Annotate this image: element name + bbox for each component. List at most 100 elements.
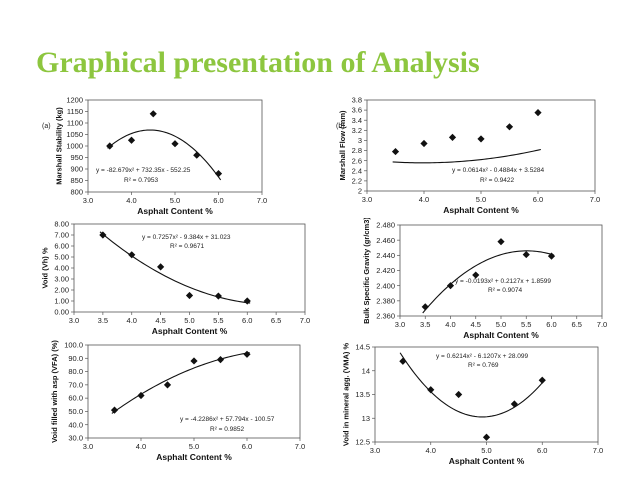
x-axis-label: Asphalt Content % (443, 205, 519, 215)
data-point (190, 357, 198, 365)
data-point (216, 356, 225, 364)
x-tick-label: 5.5 (521, 320, 531, 329)
y-tick-label: 950 (70, 153, 83, 162)
panel-label: (a) (42, 123, 51, 130)
data-point (149, 110, 157, 118)
y-tick-label: 80.0 (68, 367, 83, 376)
x-tick-label: 4.0 (126, 196, 136, 205)
data-point (163, 381, 172, 389)
x-tick-label: 7.0 (593, 446, 603, 455)
data-point (185, 291, 194, 300)
data-point (137, 391, 145, 400)
y-tick-label: 3.8 (352, 96, 362, 105)
trend-equation: y = -82.679x² + 732.35x - 552.25 (96, 167, 191, 174)
y-axis-label: Void (Vh) % (40, 247, 49, 288)
y-tick-label: 2.2 (352, 176, 362, 185)
y-tick-label: 2 (358, 187, 362, 196)
data-point (399, 357, 407, 365)
x-tick-label: 3.5 (98, 316, 108, 325)
y-tick-label: 1150 (67, 107, 83, 116)
x-tick-label: 7.0 (295, 442, 305, 451)
x-tick-label: 4.0 (127, 316, 137, 325)
x-tick-label: 3.5 (420, 320, 430, 329)
x-tick-label: 6.5 (572, 320, 582, 329)
data-point (477, 135, 485, 143)
data-point (106, 142, 114, 150)
y-tick-label: 14 (362, 366, 370, 375)
x-tick-label: 6.0 (213, 196, 223, 205)
x-tick-label: 5.0 (189, 442, 199, 451)
x-tick-label: 6.5 (271, 316, 281, 325)
data-point (505, 123, 514, 131)
y-tick-label: 2.420 (376, 266, 395, 275)
y-tick-label: 2.480 (376, 221, 395, 230)
y-tick-label: 6.00 (54, 242, 69, 251)
y-axis-label: Void filled with asp (VFA) (%) (50, 340, 59, 443)
y-axis-label: Bulk Specific Gravity (gr/cm3) (362, 218, 371, 324)
trend-equation: y = 0.0614x² - 0.4884x + 3.5284 (452, 167, 545, 174)
r-squared: R² = 0.9074 (488, 287, 523, 294)
y-tick-label: 2.380 (376, 296, 395, 305)
x-tick-label: 7.0 (257, 196, 267, 205)
y-tick-label: 2.360 (376, 312, 395, 321)
y-tick-label: 2.00 (54, 286, 69, 295)
x-tick-label: 5.0 (170, 196, 180, 205)
trend-curve (392, 148, 541, 164)
trend-equation: y = 0.6214x² - 6.1207x + 28.099 (436, 353, 529, 360)
slide-title: Graphical presentation of Analysis (36, 46, 480, 79)
y-tick-label: 1000 (66, 142, 83, 151)
y-tick-label: 850 (70, 176, 83, 185)
chart-vfa: 3.0 4.0 5.0 6.0 7.0 30.0 40.0 50.0 60.0 70.0 80.0 9… (50, 340, 305, 462)
x-axis-label: Asphalt Content % (137, 206, 213, 216)
trend-equation: y = 0.7257x² - 9.384x + 31.023 (142, 234, 231, 241)
x-tick-label: 4.0 (445, 320, 455, 329)
data-point (99, 231, 107, 239)
data-point (547, 252, 556, 260)
x-tick-label: 6.0 (533, 195, 543, 204)
x-axis-label: Asphalt Content % (152, 326, 228, 336)
x-tick-label: 4.5 (471, 320, 481, 329)
x-tick-label: 6.0 (546, 320, 556, 329)
chart-marshall-flow: 3.0 4.0 5.0 6.0 7.0 2 2.22.42.62.833.23.43.63.… (336, 96, 600, 215)
y-tick-label: 2.8 (352, 146, 362, 155)
x-tick-label: 4.0 (419, 195, 429, 204)
y-tick-label: 2.440 (376, 251, 395, 260)
x-tick-label: 3.0 (69, 316, 79, 325)
y-tick-label: 90.0 (68, 354, 83, 363)
y-tick-label: 3 (358, 136, 362, 145)
r-squared: R² = 0.7953 (124, 177, 159, 184)
y-tick-label: 4.00 (54, 264, 69, 273)
data-point (448, 133, 457, 142)
x-tick-label: 6.0 (537, 446, 547, 455)
y-tick-label: 70.0 (68, 380, 83, 389)
x-tick-label: 6.0 (242, 442, 252, 451)
trend-curve (422, 250, 555, 314)
y-axis-label: Marshall Flow (mm) (338, 110, 347, 181)
y-tick-label: 2.400 (376, 281, 395, 290)
y-tick-label: 2.6 (352, 156, 362, 165)
x-tick-label: 5.0 (184, 316, 194, 325)
trend-equation: y = -4.2286x² + 57.794x - 100.57 (180, 416, 275, 423)
y-tick-label: 5.00 (54, 253, 69, 262)
y-tick-label: 900 (70, 165, 83, 174)
y-tick-label: 1200 (66, 96, 83, 105)
y-tick-label: 1100 (67, 119, 83, 128)
x-tick-label: 7.0 (597, 320, 607, 329)
y-tick-label: 7.00 (54, 231, 69, 240)
y-tick-label: 40.0 (68, 420, 83, 429)
data-point (427, 386, 435, 394)
r-squared: R² = 0.9852 (210, 426, 245, 433)
data-point (455, 390, 463, 399)
x-tick-label: 3.0 (395, 320, 405, 329)
data-point (420, 139, 428, 148)
x-axis-label: Asphalt Content % (449, 456, 525, 466)
x-tick-label: 7.0 (300, 316, 310, 325)
x-tick-label: 6.0 (242, 316, 252, 325)
r-squared: R² = 0.769 (468, 362, 499, 369)
panel-label: (b) (336, 123, 345, 130)
trend-curve (107, 129, 222, 181)
x-tick-label: 5.0 (476, 195, 486, 204)
y-tick-label: 2.460 (376, 236, 395, 245)
data-point (421, 303, 429, 311)
y-tick-label: 1050 (66, 130, 83, 139)
